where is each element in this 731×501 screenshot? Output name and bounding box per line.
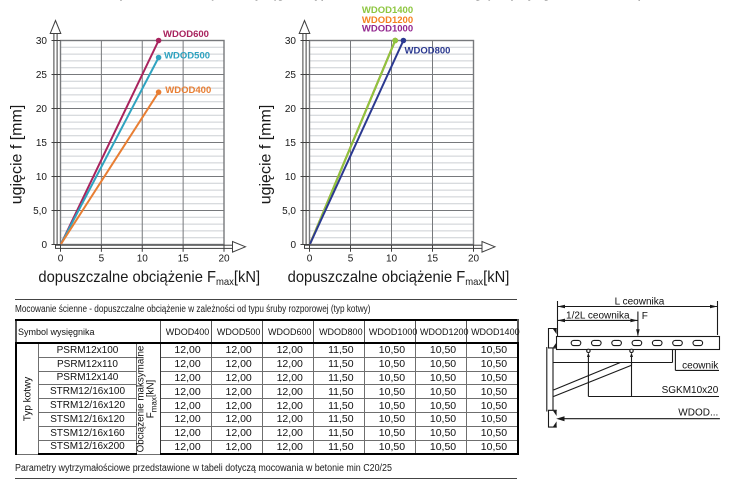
svg-text:15: 15 [427, 254, 439, 265]
svg-text:0: 0 [41, 240, 47, 251]
svg-text:5: 5 [348, 254, 354, 265]
svg-text:WDOD800: WDOD800 [405, 46, 451, 57]
svg-text:WDOD600: WDOD600 [163, 29, 209, 40]
svg-text:15: 15 [178, 254, 190, 265]
svg-text:20: 20 [36, 104, 48, 115]
svg-text:L ceownika: L ceownika [615, 297, 665, 308]
svg-text:WDOD400: WDOD400 [165, 85, 211, 96]
svg-text:30: 30 [285, 36, 297, 47]
svg-text:15: 15 [285, 138, 297, 149]
svg-text:5,0: 5,0 [282, 206, 296, 217]
svg-text:F: F [642, 311, 648, 322]
svg-text:20: 20 [468, 254, 480, 265]
svg-text:WDOD1000: WDOD1000 [362, 24, 413, 35]
svg-text:0: 0 [58, 254, 64, 265]
svg-text:0: 0 [307, 254, 313, 265]
svg-text:15: 15 [36, 138, 48, 149]
svg-text:WDOD...: WDOD... [678, 408, 718, 419]
svg-text:25: 25 [36, 70, 48, 81]
svg-text:ugięcie f [mm]: ugięcie f [mm] [258, 105, 275, 205]
svg-text:20: 20 [218, 254, 230, 265]
svg-text:0: 0 [290, 240, 296, 251]
svg-text:WDOD1400: WDOD1400 [362, 5, 413, 16]
svg-text:10: 10 [386, 254, 398, 265]
svg-text:WDOD1200: WDOD1200 [362, 15, 413, 26]
svg-text:10: 10 [137, 254, 149, 265]
svg-text:dopuszczalne obciążenie Fmax[k: dopuszczalne obciążenie Fmax[kN] [38, 268, 260, 287]
svg-text:dopuszczalne obciążenie Fmax[k: dopuszczalne obciążenie Fmax[kN] [288, 268, 510, 287]
svg-text:5,0: 5,0 [33, 206, 47, 217]
svg-text:20: 20 [285, 104, 297, 115]
svg-text:10: 10 [36, 172, 48, 183]
svg-text:5: 5 [99, 254, 105, 265]
svg-text:ugięcie f [mm]: ugięcie f [mm] [9, 105, 26, 205]
svg-text:10: 10 [285, 172, 297, 183]
svg-text:ceownik: ceownik [682, 360, 719, 371]
svg-text:25: 25 [285, 70, 297, 81]
svg-text:SGKM10x20: SGKM10x20 [662, 385, 719, 396]
svg-text:WDOD500: WDOD500 [164, 51, 210, 62]
svg-text:1/2L ceownika: 1/2L ceownika [566, 311, 630, 322]
svg-text:30: 30 [36, 36, 48, 47]
